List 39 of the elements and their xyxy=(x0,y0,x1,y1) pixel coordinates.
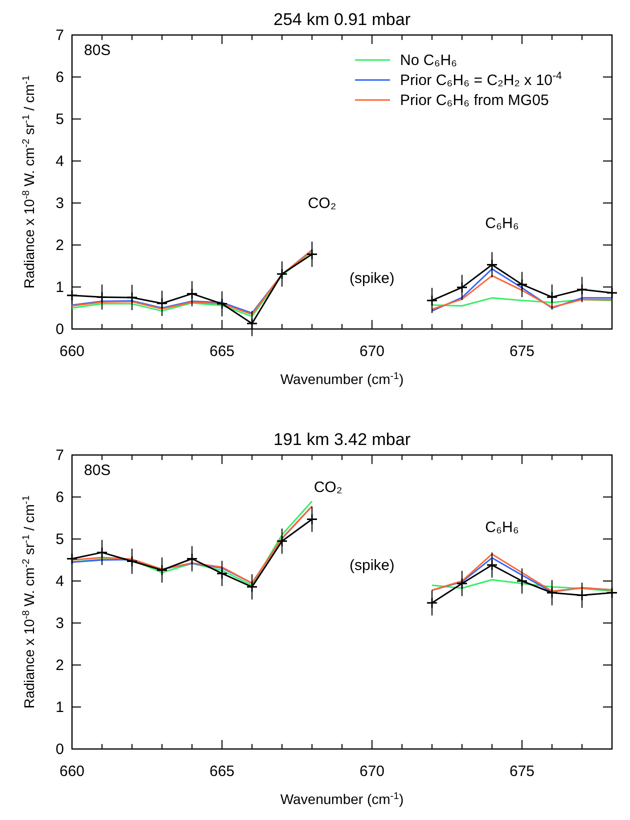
y-tick-label: 4 xyxy=(56,153,64,170)
annotation: 80S xyxy=(84,462,111,479)
y-tick-label: 1 xyxy=(56,279,64,296)
x-axis-title: Wavenumber (cm$^{-1}$) xyxy=(280,370,404,387)
x-tick-label: 675 xyxy=(509,343,535,360)
x-tick-label: 660 xyxy=(59,763,85,780)
annotation: (spike) xyxy=(349,557,395,574)
y-tick-label: 5 xyxy=(56,531,64,548)
x-tick-label: 665 xyxy=(209,343,235,360)
legend-label: Prior C₆H₆ from MG05 xyxy=(400,92,549,109)
annotation: C₆H₆ xyxy=(485,519,519,536)
x-tick-label: 675 xyxy=(509,763,535,780)
y-tick-label: 0 xyxy=(56,321,64,338)
y-tick-label: 1 xyxy=(56,699,64,716)
y-tick-label: 2 xyxy=(56,657,64,674)
chart-title: 254 km 0.91 mbar xyxy=(273,10,411,29)
annotation: 80S xyxy=(84,42,111,59)
x-tick-label: 660 xyxy=(59,343,85,360)
x-tick-label: 670 xyxy=(359,763,385,780)
y-tick-label: 7 xyxy=(56,27,64,44)
y-tick-label: 6 xyxy=(56,489,64,506)
y-tick-label: 5 xyxy=(56,111,64,128)
legend-label: Prior C₆H₆ = C₂H₂ x 10$^{-4}$ xyxy=(400,70,562,89)
y-tick-label: 4 xyxy=(56,573,64,590)
x-axis-title: Wavenumber (cm$^{-1}$) xyxy=(280,790,404,807)
y-tick-label: 3 xyxy=(56,615,64,632)
legend-label: No C₆H₆ xyxy=(400,52,458,69)
annotation: CO₂ xyxy=(314,479,342,496)
chart-title: 191 km 3.42 mbar xyxy=(273,430,411,449)
y-tick-label: 6 xyxy=(56,69,64,86)
annotation: C₆H₆ xyxy=(485,215,519,232)
y-tick-label: 7 xyxy=(56,447,64,464)
annotation: CO₂ xyxy=(308,195,336,212)
x-tick-label: 670 xyxy=(359,343,385,360)
y-tick-label: 0 xyxy=(56,741,64,758)
x-tick-label: 665 xyxy=(209,763,235,780)
y-tick-label: 2 xyxy=(56,237,64,254)
y-tick-label: 3 xyxy=(56,195,64,212)
annotation: (spike) xyxy=(349,270,395,287)
